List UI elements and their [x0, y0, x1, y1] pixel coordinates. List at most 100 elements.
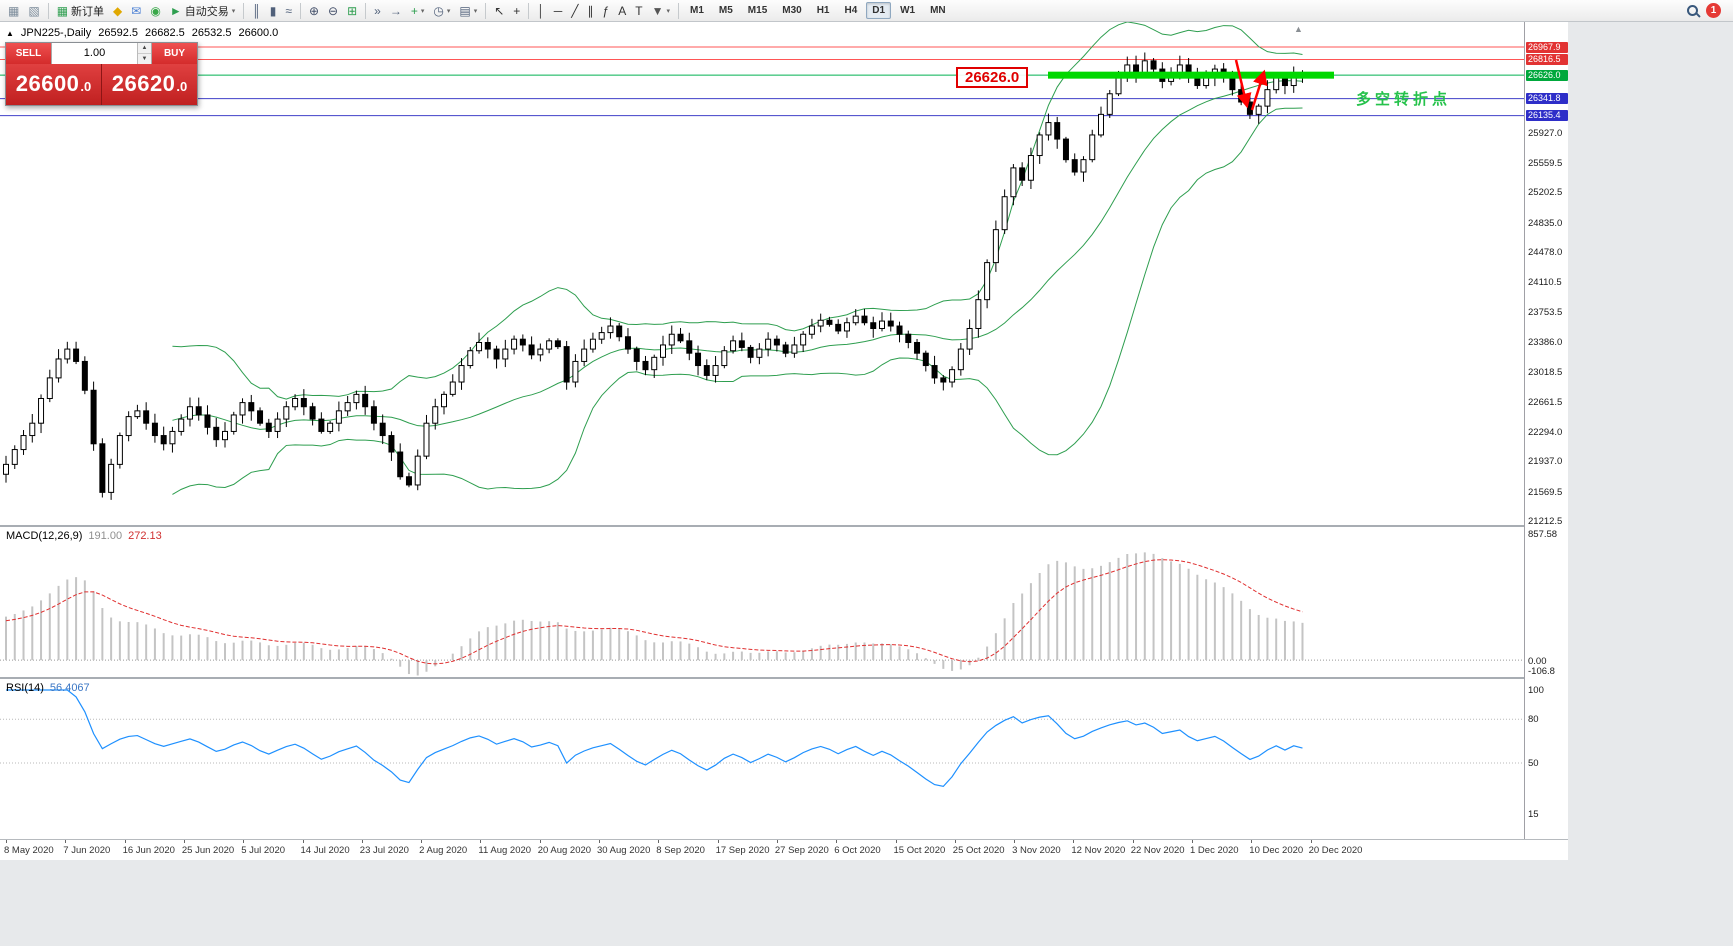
chevron-down-icon: ▾ — [446, 7, 451, 15]
timeframe-m5[interactable]: M5 — [718, 5, 733, 16]
fibonacci-icon[interactable]: ƒ — [599, 1, 614, 20]
date-label: 10 Dec 2020 — [1249, 845, 1304, 856]
timeframe-h1[interactable]: H1 — [816, 5, 830, 16]
auto-scroll-icon[interactable]: » — [370, 1, 385, 20]
new-chart-icon[interactable]: ▦ — [4, 1, 23, 20]
ohlc-low: 26532.5 — [191, 27, 232, 39]
time-tick — [6, 840, 7, 843]
channel-icon[interactable]: ∥ — [584, 1, 598, 20]
price-level-tag: 26135.4 — [1526, 110, 1568, 122]
timeframe-m30[interactable]: M30 — [782, 5, 802, 16]
zoom-out-icon[interactable]: ⊖ — [324, 1, 342, 20]
volume-input[interactable]: 1.00 — [83, 47, 106, 59]
arrow-tools-icon[interactable]: ▼ ▾ — [648, 1, 674, 20]
macd-chart-canvas[interactable] — [0, 528, 1524, 677]
date-label: 25 Oct 2020 — [952, 845, 1005, 856]
sell-price-main: 26600 — [15, 71, 80, 96]
sell-button[interactable]: SELL — [6, 43, 51, 64]
date-label: 1 Dec 2020 — [1190, 845, 1239, 856]
volume-down-button[interactable]: ▼ — [138, 54, 151, 64]
cursor-icon[interactable]: ↖ — [490, 1, 508, 20]
autotrading-icon: ► — [169, 3, 182, 18]
toolbar-separator — [47, 2, 49, 19]
time-tick — [421, 840, 423, 843]
date-label: 30 Aug 2020 — [597, 845, 651, 856]
date-label: 22 Nov 2020 — [1130, 845, 1185, 856]
mailbox-icon[interactable]: ✉ — [127, 1, 145, 20]
macd-indicator-label: MACD(12,26,9) 191.00 272.13 — [6, 530, 162, 542]
candlestick-chart-icon: ▮ — [269, 3, 277, 18]
zoom-in-icon[interactable]: ⊕ — [305, 1, 323, 20]
date-label: 5 Jul 2020 — [241, 845, 286, 856]
auto-scroll-icon: » — [374, 3, 381, 18]
indicators-grid-icon[interactable]: ⊞ — [343, 1, 361, 20]
price-annotation-flag[interactable]: 26626.0 — [956, 67, 1029, 88]
alerts-icon[interactable]: ◆ — [109, 1, 126, 20]
timeframe-h4[interactable]: H4 — [844, 5, 858, 16]
candlestick-chart-icon[interactable]: ▮ — [266, 1, 281, 20]
sell-price[interactable]: 26600.0 — [6, 64, 102, 105]
profiles-icon: ▧ — [28, 3, 40, 18]
timeframe-mn[interactable]: MN — [930, 5, 946, 16]
notification-badge[interactable]: 1 — [1706, 3, 1721, 18]
add-indicator-icon: + — [410, 3, 418, 18]
timeframe-m15[interactable]: M15 — [747, 5, 768, 16]
price-axis[interactable]: 26967.9 26816.5 26626.0 26341.8 26135.4 25927… — [1524, 22, 1568, 839]
horizontal-line-icon[interactable]: ─ — [550, 1, 567, 20]
mailbox-icon: ✉ — [131, 3, 142, 18]
line-chart-icon[interactable]: ≈ — [281, 1, 296, 20]
new-order-button[interactable]: ▦ 新订单 — [53, 1, 108, 20]
buy-button[interactable]: BUY — [152, 43, 197, 64]
timeframe-w1[interactable]: W1 — [900, 5, 916, 16]
vertical-line-icon: │ — [537, 3, 545, 18]
price-tick-label: 24835.0 — [1528, 217, 1563, 229]
text-icon[interactable]: T — [631, 1, 646, 20]
chevron-down-icon: ▾ — [473, 7, 478, 15]
macd-value: 191.00 — [88, 530, 123, 542]
rsi-axis-label: 80 — [1528, 714, 1539, 726]
text-label-icon[interactable]: A — [614, 1, 630, 20]
period-clock-icon[interactable]: ◷ ▾ — [429, 1, 454, 20]
rsi-chart-canvas[interactable] — [0, 680, 1524, 838]
time-tick — [243, 840, 245, 843]
period-clock-icon: ◷ — [433, 3, 444, 18]
date-label: 15 Oct 2020 — [893, 845, 946, 856]
time-tick — [717, 840, 719, 843]
time-tick — [658, 840, 660, 843]
pane-divider-macd[interactable] — [0, 525, 1568, 527]
time-axis[interactable]: 8 May 2020 7 Jun 2020 16 Jun 2020 25 Jun 20… — [0, 840, 1568, 860]
template-icon[interactable]: ▤ ▾ — [455, 1, 481, 20]
chart-shift-icon[interactable]: → — [386, 1, 406, 20]
pane-divider-rsi[interactable] — [0, 677, 1568, 679]
vertical-line-icon[interactable]: │ — [533, 1, 549, 20]
crosshair-icon[interactable]: + — [509, 1, 524, 20]
date-label: 11 Aug 2020 — [478, 845, 532, 856]
buy-price[interactable]: 26620.0 — [102, 64, 197, 105]
autotrading-button-label: 自动交易 — [184, 5, 229, 18]
add-indicator-icon[interactable]: + ▾ — [407, 1, 429, 20]
price-tick-label: 23386.0 — [1528, 336, 1563, 348]
profiles-icon[interactable]: ▧ — [24, 1, 43, 20]
horizontal-line-icon: ─ — [553, 3, 563, 18]
new-order-button-label: 新订单 — [71, 5, 105, 18]
search-icon[interactable] — [1687, 5, 1698, 16]
date-label: 27 Sep 2020 — [774, 845, 829, 856]
bar-chart-icon[interactable]: ║ — [248, 1, 265, 20]
time-tick — [302, 840, 304, 843]
ohlc-open: 26592.5 — [98, 27, 138, 39]
indicators-grid-icon: ⊞ — [347, 3, 358, 18]
time-tick — [124, 840, 126, 843]
trendline-icon[interactable]: ╱ — [567, 1, 582, 20]
timeframe-m1[interactable]: M1 — [689, 5, 704, 16]
toolbar-separator — [365, 2, 367, 19]
price-tick-label: 24110.5 — [1528, 277, 1562, 289]
date-label: 17 Sep 2020 — [715, 845, 770, 856]
timeframe-d1[interactable]: D1 — [866, 2, 892, 19]
ohlc-high: 26682.5 — [145, 27, 185, 39]
price-chart-canvas[interactable] — [0, 22, 1524, 525]
turning-point-note[interactable]: 多空转折点 — [1356, 91, 1452, 108]
community-icon[interactable]: ◉ — [146, 1, 164, 20]
line-chart-icon: ≈ — [285, 3, 292, 18]
volume-up-button[interactable]: ▲ — [138, 43, 151, 54]
autotrading-button[interactable]: ► 自动交易 ▾ — [166, 1, 239, 20]
